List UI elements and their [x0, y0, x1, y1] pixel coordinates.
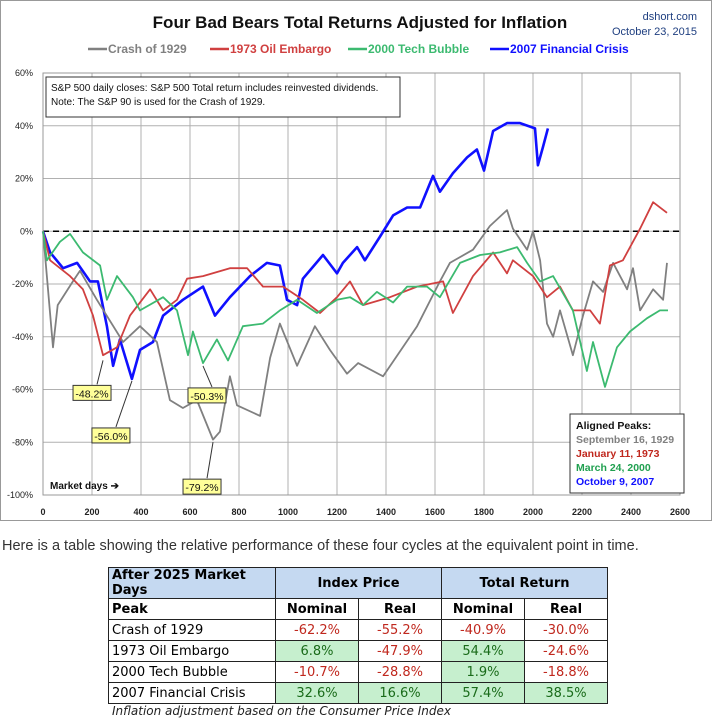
value-cell: 16.6% [358, 682, 442, 704]
value-cell: -47.9% [358, 640, 442, 662]
y-tick-label: -80% [12, 437, 33, 447]
x-tick-label: 1000 [278, 507, 298, 517]
plot-area [42, 72, 681, 496]
table-caption: Inflation adjustment based on the Consum… [112, 704, 451, 718]
callout-label: -48.2% [75, 388, 108, 400]
table-row: 2000 Tech Bubble -10.7% -28.8% 1.9% -18.8% [108, 661, 608, 683]
x-tick-label: 2600 [670, 507, 690, 517]
note-text: S&P 500 daily closes: S&P 500 Total retu… [51, 83, 378, 94]
y-tick-label: -60% [12, 385, 33, 395]
header-cell: Index Price [275, 567, 442, 599]
header-cell: Total Return [441, 567, 608, 599]
legend-label: Crash of 1929 [108, 42, 187, 56]
callout-box [187, 387, 227, 404]
header-cell: After 2025 Market Days [108, 567, 276, 599]
callout-label: -79.2% [185, 482, 218, 494]
series-line-2000-tech-bubble [42, 231, 668, 388]
note-text: Note: The S&P 90 is used for the Crash o… [51, 97, 265, 108]
value-cell: 32.6% [275, 682, 359, 704]
x-tick-label: 0 [40, 507, 45, 517]
value-cell: -40.9% [441, 619, 525, 641]
table-row: Crash of 1929 -62.2% -55.2% -40.9% -30.0% [108, 619, 608, 641]
callout-box [72, 384, 112, 401]
chart-date: October 23, 2015 [612, 26, 697, 38]
value-cell: -24.6% [524, 640, 608, 662]
table-header-row: After 2025 Market Days Index Price Total… [108, 567, 608, 599]
row-label: 1973 Oil Embargo [108, 640, 276, 662]
table-row: 2007 Financial Crisis 32.6% 16.6% 57.4% 38.5… [108, 682, 608, 704]
y-tick-label: -20% [12, 279, 33, 289]
callout-leader [115, 380, 133, 428]
series-line-crash-of-1929 [42, 209, 668, 441]
value-cell: 57.4% [441, 682, 525, 704]
series-line-1973-oil-embargo [42, 201, 668, 357]
x-axis-label: Market days ➔ [50, 481, 120, 492]
value-cell: -10.7% [275, 661, 359, 683]
value-cell: 38.5% [524, 682, 608, 704]
value-cell: -28.8% [358, 661, 442, 683]
y-tick-label: 0% [20, 226, 33, 236]
header-cell: Real [358, 598, 442, 620]
x-tick-label: 600 [182, 507, 197, 517]
callout-label: -50.3% [190, 391, 223, 403]
x-tick-label: 2400 [621, 507, 641, 517]
row-label: 2000 Tech Bubble [108, 661, 276, 683]
row-label: Crash of 1929 [108, 619, 276, 641]
chart: 0 200 400 600 800 1000 1200 1400 1600 1800 2000 220… [7, 11, 697, 517]
aligned-peak-date: January 11, 1973 [576, 448, 660, 460]
series-line-2007-financial-crisis [41, 121, 550, 381]
value-cell: -30.0% [524, 619, 608, 641]
x-tick-label: 1600 [425, 507, 445, 517]
x-tick-label: 400 [133, 507, 148, 517]
callout-box [91, 427, 131, 444]
chart-source: dshort.com [643, 11, 697, 23]
callout-leader [206, 442, 214, 479]
y-tick-label: 20% [15, 174, 33, 184]
chart-title: Four Bad Bears Total Returns Adjusted fo… [153, 13, 568, 32]
header-cell: Real [524, 598, 608, 620]
aligned-peak-date: October 9, 2007 [576, 476, 654, 488]
y-tick-label: 60% [15, 68, 33, 78]
callout-label: -56.0% [94, 431, 127, 443]
x-tick-label: 1200 [327, 507, 347, 517]
x-tick-label: 1800 [474, 507, 494, 517]
aligned-peaks-box [569, 413, 685, 494]
value-cell: 1.9% [441, 661, 525, 683]
aligned-peaks-title: Aligned Peaks: [576, 420, 651, 432]
table-subheader-row: Peak Nominal Real Nominal Real [108, 598, 608, 620]
aligned-peak-date: September 16, 1929 [576, 434, 674, 446]
x-tick-label: 800 [231, 507, 246, 517]
header-cell: Nominal [441, 598, 525, 620]
intro-text: Here is a table showing the relative per… [2, 538, 639, 554]
header-cell: Nominal [275, 598, 359, 620]
y-tick-label: -40% [12, 332, 33, 342]
callout-leader [202, 365, 213, 388]
header-cell: Peak [108, 598, 276, 620]
value-cell: -55.2% [358, 619, 442, 641]
legend-label: 2000 Tech Bubble [368, 42, 469, 56]
callout-leader [96, 360, 104, 385]
y-tick-label: -100% [7, 490, 33, 500]
performance-table: After 2025 Market Days Index Price Total… [108, 567, 608, 704]
value-cell: -18.8% [524, 661, 608, 683]
x-tick-label: 2000 [523, 507, 543, 517]
callout-box [182, 478, 222, 495]
table-row: 1973 Oil Embargo 6.8% -47.9% 54.4% -24.6% [108, 640, 608, 662]
value-cell: 54.4% [441, 640, 525, 662]
value-cell: -62.2% [275, 619, 359, 641]
x-tick-label: 2200 [572, 507, 592, 517]
row-label: 2007 Financial Crisis [108, 682, 276, 704]
aligned-peak-date: March 24, 2000 [576, 462, 651, 474]
y-tick-label: 40% [15, 121, 33, 131]
note-box [45, 76, 401, 118]
value-cell: 6.8% [275, 640, 359, 662]
legend-label: 2007 Financial Crisis [510, 42, 629, 56]
x-tick-label: 1400 [376, 507, 396, 517]
x-tick-label: 200 [84, 507, 99, 517]
legend-label: 1973 Oil Embargo [230, 42, 331, 56]
